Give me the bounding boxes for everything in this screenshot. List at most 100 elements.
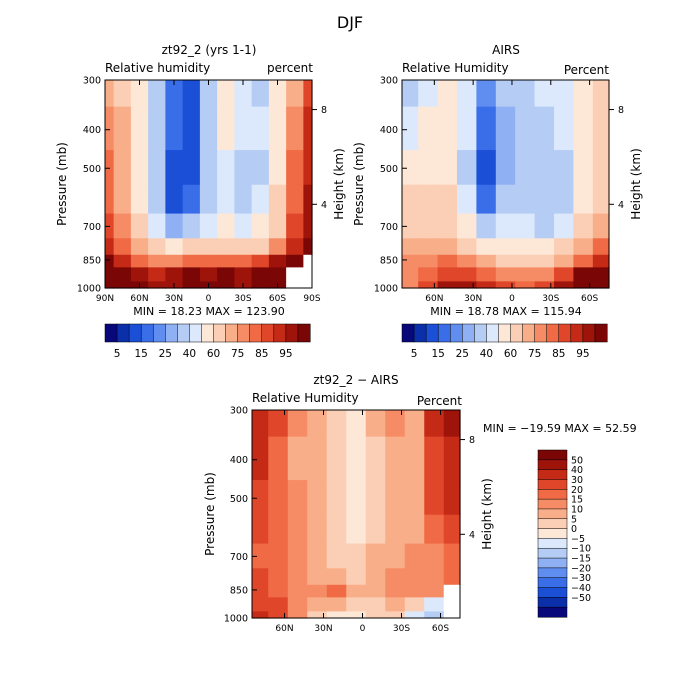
heatmap-cell [148,267,166,282]
heatmap-cell [252,568,269,586]
heatmap-cell [495,150,516,186]
heatmap-cell [148,184,166,215]
y-tick-label: 500 [230,494,248,505]
heatmap-cell [307,597,328,612]
heatmap-cell [268,611,289,619]
heatmap-cell [130,80,149,108]
heatmap-cell [252,597,269,612]
heatmap-cell [554,254,575,268]
panel-airs-frame [401,79,610,289]
y-tick-label: 700 [230,552,248,563]
heatmap-cell [286,213,304,239]
heatmap-cell [307,611,328,619]
heatmap-cell [251,184,270,215]
heatmap-cell [165,213,184,239]
heatmap-cell [182,281,201,289]
colorbar-label: 0 [571,524,577,535]
colorbar-model: 5 15 25 40 60 75 85 95 [104,323,311,360]
heatmap-cell [476,213,497,239]
heatmap-cell [307,480,328,516]
heatmap-cell [437,267,458,282]
heatmap-cell [495,238,516,256]
heatmap-cell [495,80,516,108]
heatmap-cell [251,267,270,282]
heatmap-cell [515,213,536,239]
heatmap-cell [495,106,516,151]
y-tick-label: 1000 [224,614,248,625]
panel-diff-ylabel-right: Height (km) [480,478,494,549]
heatmap-cell [385,584,406,598]
x-tick-label: 60S [581,294,598,304]
panel-model-xticks: 90N 60N 30N 0 30S 60S 90S [96,80,321,304]
x-tick-label: 0 [360,624,366,634]
heatmap-cell [105,238,115,256]
heatmap-cell [234,150,253,186]
heatmap-cell [252,436,269,481]
heatmap-cell [268,213,287,239]
colorbar-swatch [474,323,487,343]
heatmap-cell [443,597,461,612]
heatmap-cell [252,514,269,545]
colorbar-swatch [177,323,190,343]
heatmap-cell [286,267,304,282]
y-tick-label: 1000 [77,284,101,295]
heatmap-cell [424,597,445,612]
heatmap-cell [418,267,439,282]
x-tick-label: 60S [269,294,286,304]
panel-model-yticks: 300 400 500 700 850 1000 [77,76,110,295]
heatmap-cell [286,106,304,151]
colorbar-swatch [201,323,215,343]
heatmap-cell [165,150,184,186]
heatmap-cell [554,281,575,289]
heatmap-cell [346,480,367,516]
heatmap-cell [105,254,115,268]
heatmap-cell [105,267,115,282]
colorbar-swatch [425,323,439,343]
colorbar-swatch [104,323,118,343]
heatmap-cell [287,611,308,619]
heatmap-cell [424,543,445,569]
heatmap-cell [424,410,445,438]
heatmap-cell [365,436,386,481]
colorbar-swatch [570,323,584,343]
panel-airs-ylabel: Pressure (mb) [352,142,366,226]
heatmap-cell [307,410,328,438]
heatmap-cell [287,568,308,586]
heatmap-cell [199,184,218,215]
heatmap-cell [217,213,235,239]
heatmap-cell [418,80,439,108]
colorbar-swatch [510,323,524,343]
panel-model-ylabel: Pressure (mb) [55,142,69,226]
heatmap-cell [437,254,458,268]
heatmap-cell [534,254,555,268]
colorbar-label: 5 [411,348,418,360]
heatmap-cell [592,267,610,282]
colorbar-swatch [537,508,568,520]
colorbar-swatch [486,323,500,343]
colorbar-swatch [537,489,568,500]
heatmap-cell [437,184,458,215]
heatmap-cell [573,267,594,282]
heatmap-cell [346,584,367,598]
x-tick-label: 30S [542,294,559,304]
heatmap-cell [130,184,149,215]
heatmap-cell [182,106,201,151]
heatmap-cell [443,410,461,438]
heatmap-cell [251,106,270,151]
heatmap-cell [234,267,253,282]
colorbar-label: 85 [552,348,565,360]
heatmap-cell [346,568,367,586]
heatmap-cell [495,254,516,268]
heatmap-cell [573,80,594,108]
colorbar-swatch [537,498,568,510]
heatmap-cell [402,150,419,186]
heatmap-cell [268,184,287,215]
panel-airs-right-yticks: 84 [609,105,624,211]
panel-diff-xticks: 60N 30N 0 30S 60S [275,410,449,634]
heatmap-cell [443,568,461,586]
colorbar-label: 95 [279,348,292,360]
heatmap-cell [592,106,610,151]
heatmap-cell [286,150,304,186]
heatmap-cell [148,213,166,239]
heatmap-cell [148,254,166,268]
